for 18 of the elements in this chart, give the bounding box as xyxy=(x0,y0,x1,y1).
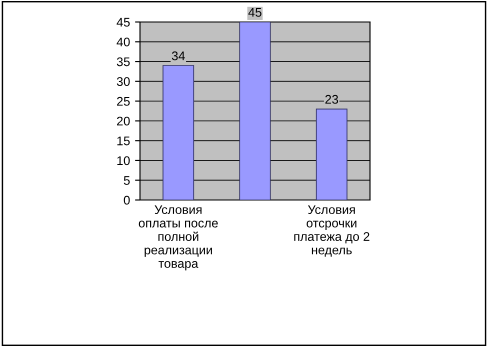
bar xyxy=(316,108,348,200)
y-tick-label: 45 xyxy=(116,18,130,27)
y-tick-label: 15 xyxy=(117,136,130,146)
bar xyxy=(239,22,271,200)
data-label: 45 xyxy=(248,8,262,17)
y-tick-label: 5 xyxy=(124,176,130,185)
bar xyxy=(162,65,194,200)
x-tick-label: Условия оплаты после полной реализации товара xyxy=(138,205,218,270)
y-tick-label: 10 xyxy=(117,156,130,166)
y-tick-label: 0 xyxy=(124,196,130,205)
y-tick-label: 25 xyxy=(117,96,130,106)
y-tick-label: 40 xyxy=(116,38,130,46)
data-label: 34 xyxy=(172,51,185,60)
y-tick-label: 30 xyxy=(116,77,130,86)
y-tick-label: 35 xyxy=(116,57,130,66)
data-label: 23 xyxy=(325,94,338,104)
y-tick-label: 20 xyxy=(117,116,130,126)
x-tick-label: Условия отсрочки платежа до 2 недель xyxy=(294,205,370,257)
